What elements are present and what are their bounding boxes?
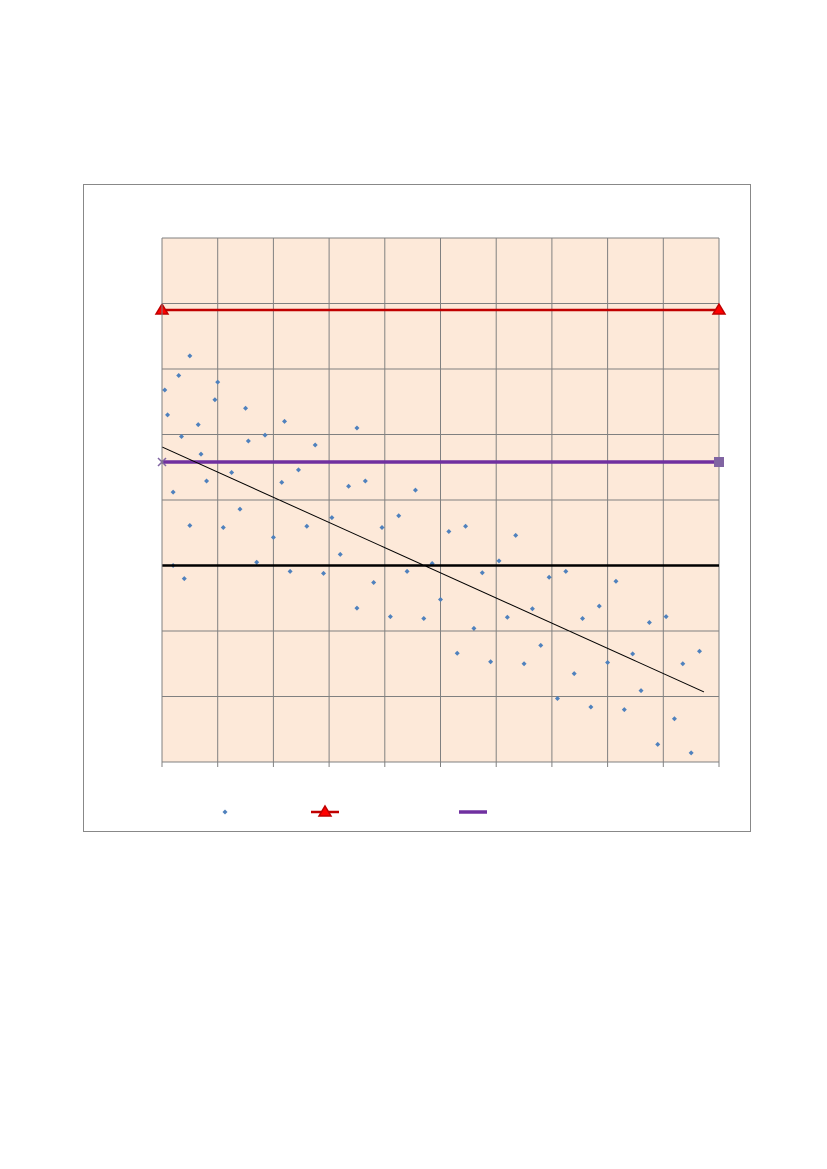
point — [329, 515, 335, 521]
legend-key — [222, 809, 228, 815]
point — [446, 528, 452, 534]
point — [165, 412, 171, 418]
point — [546, 574, 552, 580]
point — [181, 576, 187, 582]
point — [580, 616, 586, 622]
point — [680, 661, 686, 667]
point — [337, 551, 343, 557]
point — [362, 478, 368, 484]
line — [161, 446, 705, 693]
point — [438, 597, 443, 603]
point — [295, 467, 301, 473]
point — [178, 433, 184, 439]
point — [279, 479, 285, 485]
point — [312, 442, 318, 448]
point — [245, 438, 251, 444]
line-marker — [714, 457, 724, 468]
point — [198, 451, 204, 457]
point — [479, 570, 485, 576]
point — [262, 432, 268, 438]
point — [371, 580, 377, 586]
point — [638, 688, 644, 694]
point — [504, 614, 510, 620]
point — [454, 650, 460, 656]
point — [387, 614, 393, 620]
point — [463, 523, 469, 529]
point — [287, 568, 293, 574]
line-marker — [711, 302, 727, 315]
point — [229, 469, 235, 475]
point — [270, 534, 276, 540]
point — [321, 570, 327, 576]
point — [688, 750, 694, 756]
point — [521, 661, 527, 667]
legend-key — [317, 804, 333, 817]
point — [162, 387, 168, 393]
point — [346, 483, 352, 489]
point — [379, 525, 385, 531]
point — [655, 741, 661, 747]
point — [513, 532, 519, 538]
point — [613, 578, 619, 584]
point — [488, 659, 494, 665]
point — [212, 397, 218, 403]
point — [671, 716, 677, 722]
point — [404, 568, 410, 574]
point — [176, 373, 182, 379]
point — [588, 704, 594, 710]
point — [396, 513, 402, 519]
point — [697, 648, 703, 654]
point — [596, 603, 602, 609]
point — [529, 606, 535, 612]
point — [195, 422, 201, 428]
point — [663, 614, 669, 620]
point — [563, 568, 569, 574]
point — [412, 487, 418, 493]
point — [646, 619, 652, 625]
point — [571, 671, 577, 677]
point — [304, 523, 310, 529]
point — [254, 559, 260, 565]
point — [471, 625, 477, 631]
point — [554, 695, 560, 701]
point — [421, 616, 427, 622]
point — [170, 489, 176, 495]
point — [282, 418, 288, 424]
point — [354, 425, 360, 431]
point — [204, 478, 210, 484]
point — [237, 506, 243, 512]
point — [496, 558, 502, 564]
point — [621, 707, 627, 713]
point — [243, 405, 249, 411]
point — [215, 379, 221, 385]
point — [538, 642, 544, 648]
point — [605, 659, 611, 665]
point — [630, 651, 636, 657]
point — [354, 605, 360, 611]
point — [220, 525, 226, 531]
point — [187, 523, 193, 529]
point — [187, 353, 193, 359]
